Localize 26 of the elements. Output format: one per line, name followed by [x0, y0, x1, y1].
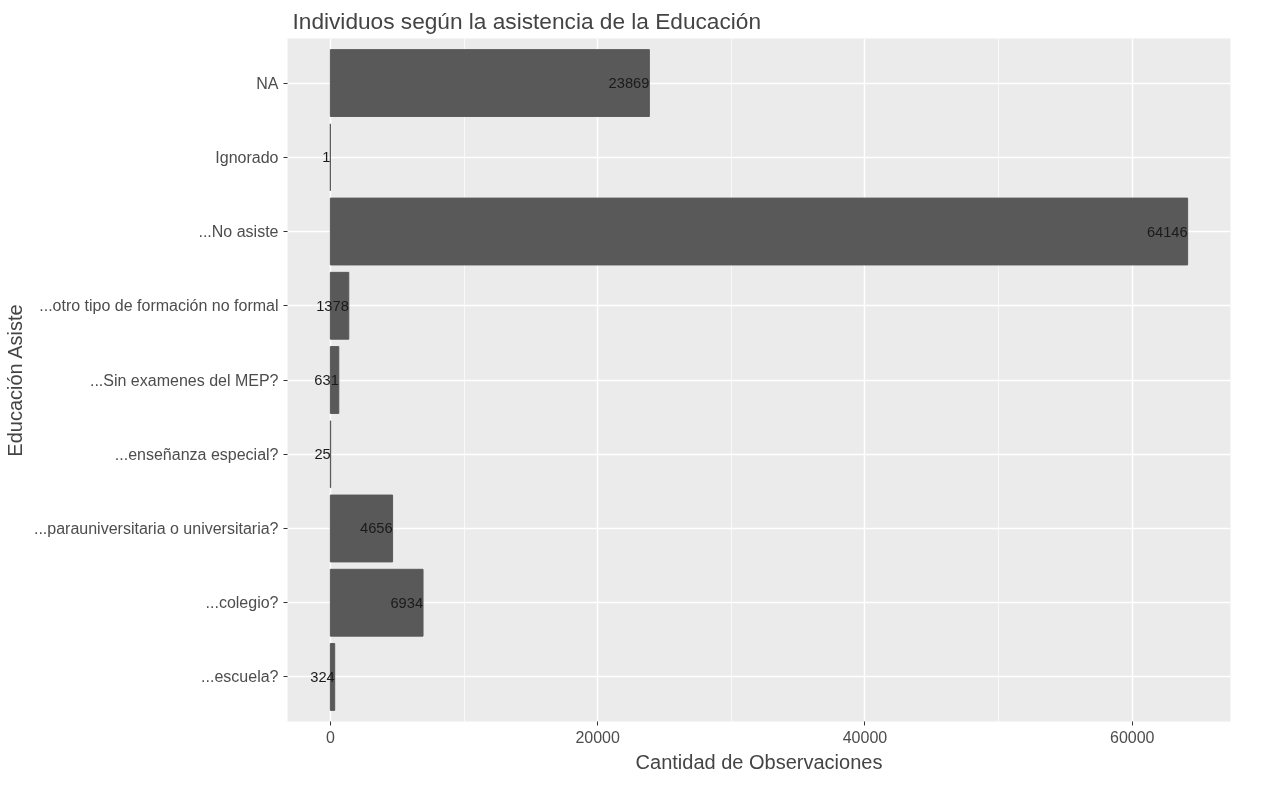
y-tick-label: ...parauniversitaria o universitaria? [33, 519, 279, 537]
data-label: 4656 [359, 520, 393, 537]
bar [329, 494, 394, 563]
y-tick-label: NA [256, 74, 279, 92]
x-tick-label: 40000 [842, 728, 888, 746]
x-tick-label: 20000 [575, 728, 620, 746]
y-tick-label: ...colegio? [205, 594, 279, 612]
y-tick-label: ...Sin examenes del MEP? [89, 371, 279, 389]
data-label: 1 [322, 149, 331, 166]
x-tick-label: 0 [325, 728, 335, 746]
bar [329, 568, 424, 637]
y-axis-title: Educación Asiste [3, 304, 26, 457]
y-tick-label: ...enseñanza especial? [114, 445, 279, 463]
data-label: 64146 [1146, 223, 1188, 240]
y-tick-label: Ignorado [215, 148, 279, 166]
bar [329, 49, 650, 117]
chart-title: Individuos según la asistencia de la Educación [292, 7, 762, 34]
data-label: 25 [314, 446, 331, 463]
data-label: 6934 [390, 594, 424, 611]
bar [329, 197, 1189, 266]
y-tick-label: ...otro tipo de formación no formal [39, 297, 279, 315]
x-tick-label: 60000 [1109, 728, 1155, 746]
data-label: 23869 [608, 75, 650, 92]
x-axis-title: Cantidad de Observaciones [635, 750, 883, 773]
y-tick-label: ...escuela? [201, 668, 279, 686]
y-tick-label: ...No asiste [198, 223, 279, 241]
